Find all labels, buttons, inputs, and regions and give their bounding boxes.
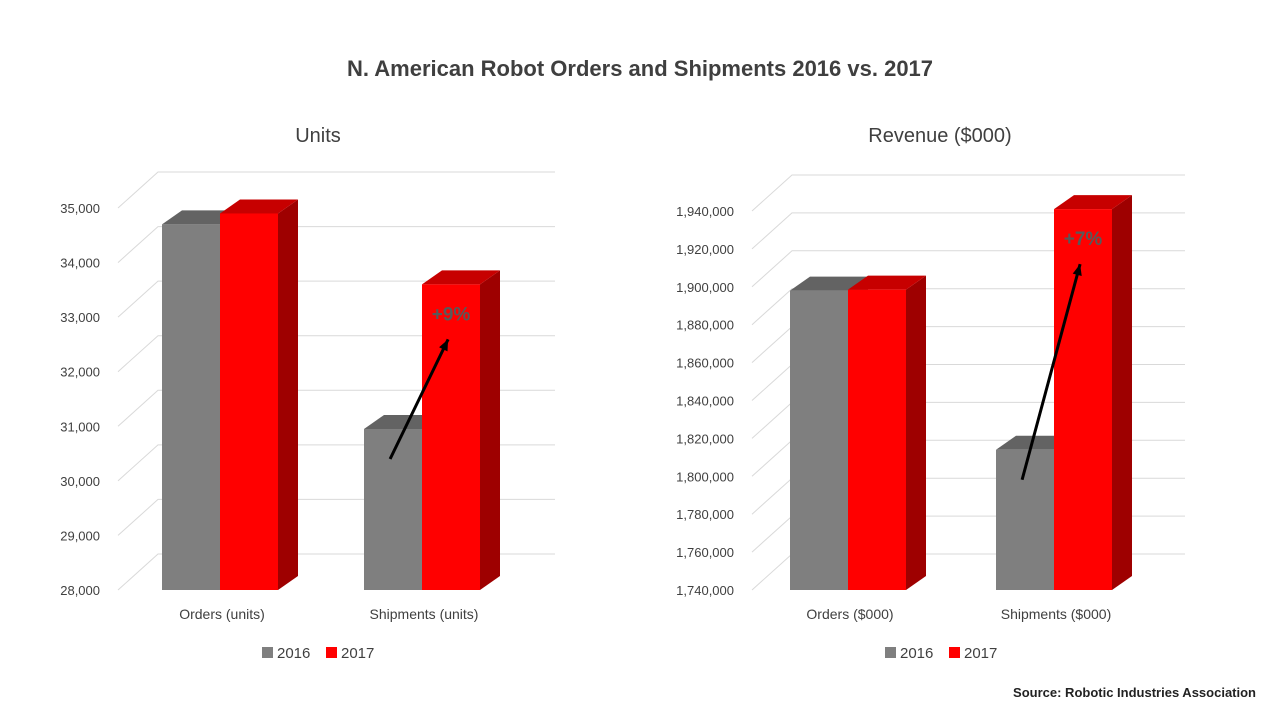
gridline [751,174,1185,212]
bar-2016 [162,224,220,590]
growth-arrow-line [388,338,450,460]
y-tick-label: 35,000 [60,201,100,216]
chart-title: Units [295,125,341,147]
gridline [117,171,555,209]
legend-label: 2016 [900,645,933,662]
gridline [117,226,555,263]
gridline [117,280,555,318]
y-tick-label: 33,000 [60,310,100,325]
legend-swatch-2016 [885,647,896,658]
bar-top [220,199,298,214]
bar-side [906,275,926,590]
growth-arrow-line [1020,263,1082,481]
y-tick-label: 1,880,000 [676,318,734,333]
y-tick-label: 28,000 [60,583,100,598]
y-tick-label: 1,940,000 [676,204,734,219]
y-tick-label: 1,860,000 [676,356,734,371]
growth-annotation: +9% [432,304,471,325]
y-tick-label: 1,900,000 [676,280,734,295]
legend-swatch-2017 [326,647,337,658]
bar-side [1112,195,1132,591]
y-tick-label: 1,780,000 [676,507,734,522]
y-tick-label: 1,740,000 [676,583,734,598]
y-tick-label: 1,820,000 [676,431,734,446]
legend-label: 2016 [277,645,310,662]
bar-top [848,275,926,290]
chart-title: Revenue ($000) [868,125,1011,147]
bar-2016 [790,290,848,590]
category-label: Shipments ($000) [1001,606,1112,622]
bar-top [1054,195,1132,210]
bar-side [278,199,298,590]
y-tick-label: 29,000 [60,528,100,543]
growth-annotation: +7% [1064,229,1103,250]
source-note: Source: Robotic Industries Association [1013,685,1256,700]
y-tick-label: 31,000 [60,419,100,434]
category-label: Orders (units) [179,606,265,622]
category-label: Orders ($000) [806,606,893,622]
bar-top [790,276,868,291]
y-tick-label: 1,760,000 [676,545,734,560]
page-title: N. American Robot Orders and Shipments 2… [346,56,934,81]
y-tick-label: 34,000 [60,256,100,271]
growth-arrow-head [1072,264,1082,276]
y-tick-label: 1,920,000 [676,242,734,257]
growth-arrow-head [439,339,449,352]
units-chart: Units 28,000 29,000 30,000 31,000 32,000 33,00… [60,125,555,662]
y-tick-label: 1,800,000 [676,469,734,484]
legend-swatch-2016 [262,647,273,658]
legend-swatch-2017 [949,647,960,658]
bar-2017 [1054,209,1112,591]
bar-side [480,270,500,590]
legend-label: 2017 [341,645,374,662]
y-tick-label: 1,840,000 [676,394,734,409]
bar-2017 [848,289,906,590]
bar-top [422,270,500,285]
y-tick-label: 32,000 [60,365,100,380]
bar-2017 [220,213,278,590]
category-label: Shipments (units) [370,606,479,622]
bar-2017 [422,284,480,590]
y-tick-label: 30,000 [60,474,100,489]
legend-label: 2017 [964,645,997,662]
